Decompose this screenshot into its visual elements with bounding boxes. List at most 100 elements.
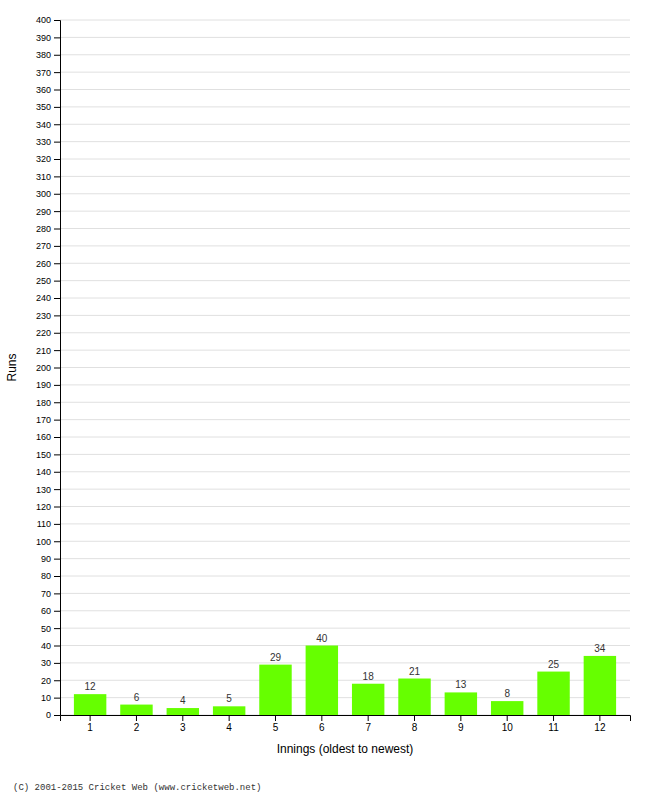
tick-label: 370 xyxy=(36,68,51,78)
tick: 250 xyxy=(36,276,60,286)
tick-mark xyxy=(54,420,60,421)
tick-label: 330 xyxy=(36,137,51,147)
tick: 240 xyxy=(36,293,60,303)
bar xyxy=(167,708,199,715)
tick-mark xyxy=(54,715,60,716)
tick-label: 350 xyxy=(36,102,51,112)
tick-mark xyxy=(54,368,60,369)
tick-mark xyxy=(54,593,60,594)
tick-label: 7 xyxy=(365,722,371,733)
data-label: 34 xyxy=(594,643,606,654)
tick-label: 2 xyxy=(134,722,140,733)
tick: 2 xyxy=(134,715,140,733)
tick: 300 xyxy=(36,189,60,199)
tick-label: 9 xyxy=(458,722,464,733)
grid-line xyxy=(60,610,630,611)
tick-label: 220 xyxy=(36,328,51,338)
tick: 230 xyxy=(36,311,60,321)
tick-label: 12 xyxy=(594,722,606,733)
tick: 90 xyxy=(41,554,60,564)
tick: 280 xyxy=(36,224,60,234)
tick-label: 8 xyxy=(412,722,418,733)
tick-mark xyxy=(54,663,60,664)
tick-mark xyxy=(54,37,60,38)
bar xyxy=(537,672,569,715)
tick-label: 60 xyxy=(41,606,51,616)
tick-label: 200 xyxy=(36,363,51,373)
tick-label: 140 xyxy=(36,467,51,477)
grid-line xyxy=(60,298,630,299)
tick-mark xyxy=(599,715,600,721)
tick: 140 xyxy=(36,467,60,477)
grid-line xyxy=(60,89,630,90)
tick-label: 100 xyxy=(36,537,51,547)
tick: 350 xyxy=(36,102,60,112)
tick: 20 xyxy=(41,676,60,686)
grid-line xyxy=(60,384,630,385)
tick-label: 400 xyxy=(36,15,51,25)
tick: 380 xyxy=(36,50,60,60)
tick: 70 xyxy=(41,589,60,599)
tick-label: 10 xyxy=(502,722,514,733)
tick-label: 20 xyxy=(41,676,51,686)
tick-mark xyxy=(275,715,276,721)
tick: 220 xyxy=(36,328,60,338)
grid-line xyxy=(60,523,630,524)
tick-mark xyxy=(54,298,60,299)
tick-mark xyxy=(54,559,60,560)
grid-line xyxy=(60,193,630,194)
data-label: 13 xyxy=(455,679,467,690)
tick-mark xyxy=(54,90,60,91)
tick-label: 390 xyxy=(36,33,51,43)
tick-mark xyxy=(54,385,60,386)
tick-label: 30 xyxy=(41,658,51,668)
tick-mark xyxy=(54,142,60,143)
tick: 60 xyxy=(41,606,60,616)
tick-mark xyxy=(54,507,60,508)
tick-mark xyxy=(54,246,60,247)
tick-label: 1 xyxy=(87,722,93,733)
tick: 30 xyxy=(41,658,60,668)
tick-mark xyxy=(54,72,60,73)
tick-mark xyxy=(54,628,60,629)
grid-line xyxy=(60,159,630,160)
tick-label: 310 xyxy=(36,172,51,182)
tick: 130 xyxy=(36,485,60,495)
tick-mark xyxy=(54,176,60,177)
x-axis-title: Innings (oldest to newest) xyxy=(277,742,414,756)
data-label: 25 xyxy=(548,659,560,670)
tick-mark xyxy=(54,315,60,316)
tick-mark xyxy=(54,350,60,351)
tick-label: 80 xyxy=(41,571,51,581)
grid-line xyxy=(60,419,630,420)
tick-label: 5 xyxy=(273,722,279,733)
data-labels: 12645294018211382534 xyxy=(85,633,606,707)
tick-mark xyxy=(507,715,508,721)
grid-line xyxy=(60,72,630,73)
tick-mark xyxy=(54,281,60,282)
tick-label: 3 xyxy=(180,722,186,733)
grid-line xyxy=(60,558,630,559)
tick-label: 230 xyxy=(36,311,51,321)
tick: 320 xyxy=(36,154,60,164)
tick-mark xyxy=(54,541,60,542)
grid-line xyxy=(60,350,630,351)
tick-mark xyxy=(321,715,322,721)
tick-mark xyxy=(54,524,60,525)
bar xyxy=(445,692,477,715)
grid-line xyxy=(60,228,630,229)
tick-mark xyxy=(54,229,60,230)
tick-label: 0 xyxy=(46,710,51,720)
tick: 180 xyxy=(36,398,60,408)
grid-line xyxy=(60,367,630,368)
tick: 340 xyxy=(36,120,60,130)
bar xyxy=(120,705,152,715)
grid-line xyxy=(60,489,630,490)
grid-line xyxy=(60,506,630,507)
tick-mark xyxy=(182,715,183,721)
tick-mark xyxy=(54,437,60,438)
bar xyxy=(491,701,523,715)
tick: 100 xyxy=(36,537,60,547)
tick-mark xyxy=(54,333,60,334)
plot: 1264529401821138253412345678910111201020… xyxy=(36,15,631,733)
